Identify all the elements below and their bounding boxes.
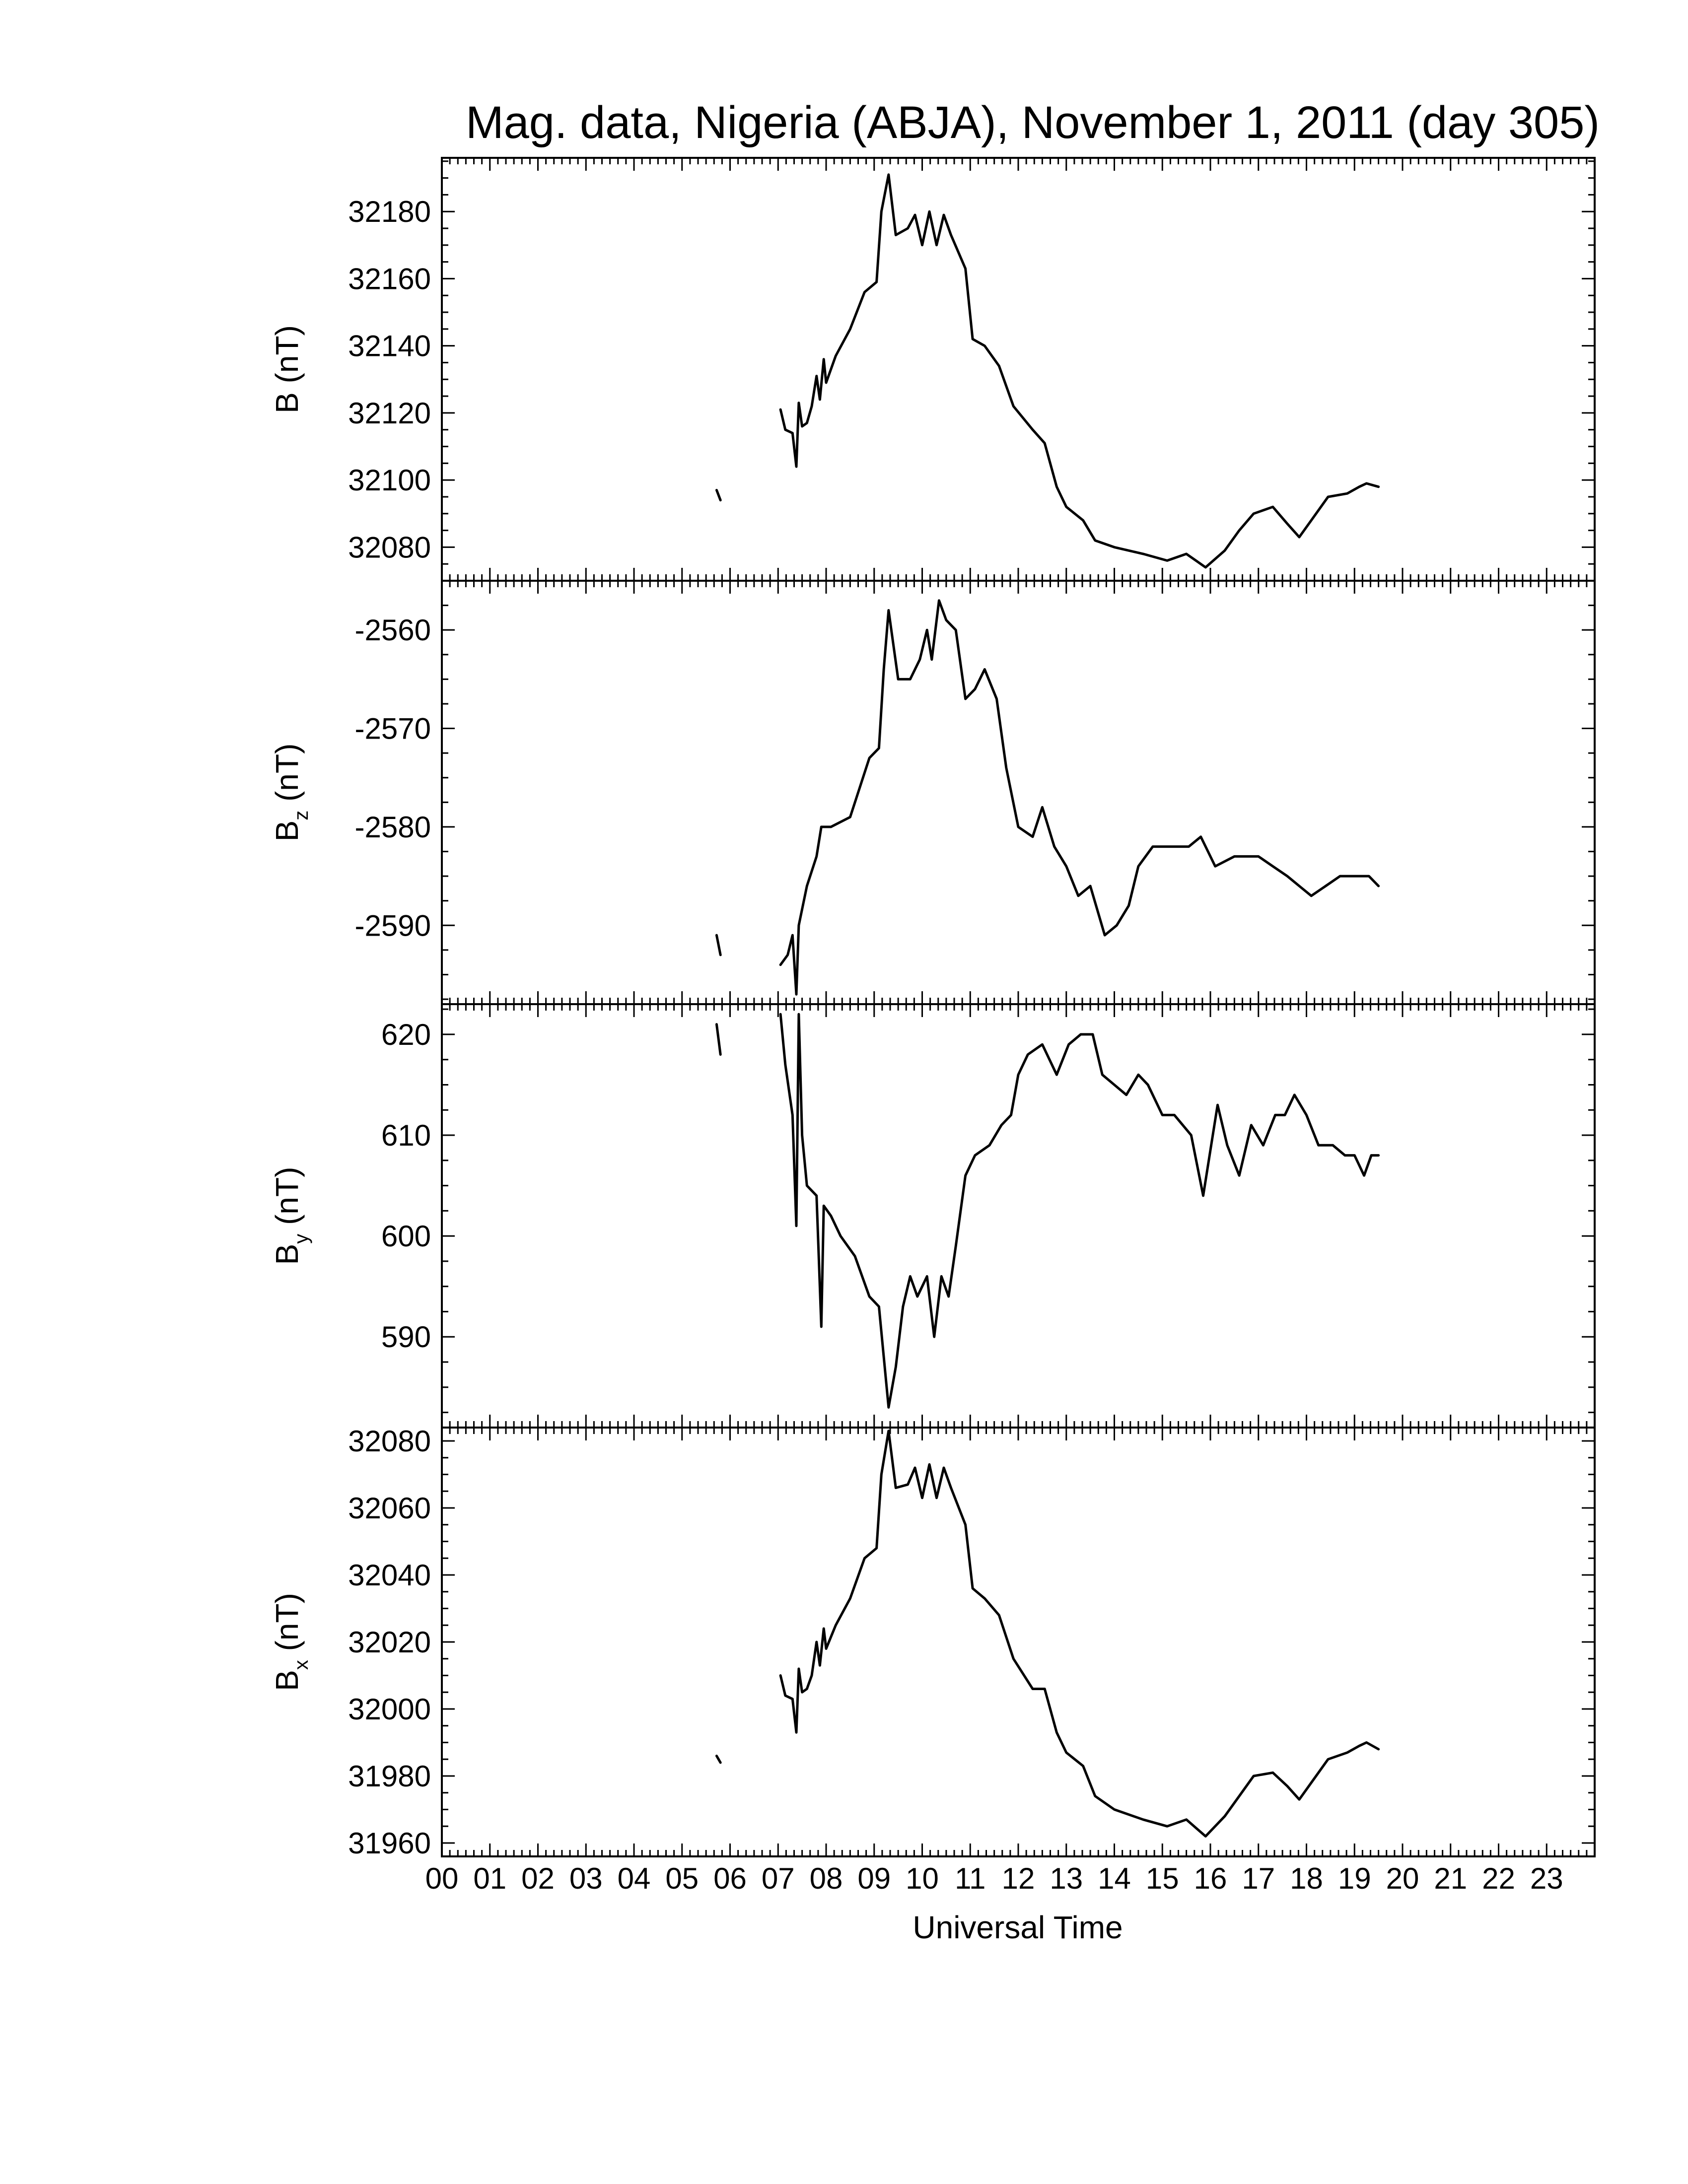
y-tick-label: 32120 <box>348 397 431 430</box>
panel-Bz: -2590 -2580 -2570 -2560 Bz (nT) <box>269 580 1596 1005</box>
x-tick-label: 22 <box>1482 1862 1515 1895</box>
series-line-Bz-segment-0 <box>715 934 722 956</box>
x-tick-label: 15 <box>1146 1862 1179 1895</box>
panels-group: 32080 32100 32120 32140 32160 32180 B (nT) -259… <box>269 157 1596 1860</box>
series-line-B-segment-1 <box>779 173 1380 569</box>
x-tick-label: 06 <box>713 1862 747 1895</box>
panel-frame-Bz <box>441 580 1596 1005</box>
y-axis-label-Bz: Bz (nT) <box>269 744 312 842</box>
x-tick-label: 09 <box>857 1862 891 1895</box>
y-tick-label: 32180 <box>348 195 431 228</box>
y-tick-label: 32060 <box>348 1492 431 1525</box>
y-tick-label: 32080 <box>348 531 431 564</box>
chart-title: Mag. data, Nigeria (ABJA), November 1, 2… <box>466 97 1600 148</box>
x-tick-label: 12 <box>1002 1862 1035 1895</box>
x-axis-label: Universal Time <box>913 1910 1123 1945</box>
x-tick-label: 17 <box>1242 1862 1275 1895</box>
y-tick-label: 32040 <box>348 1559 431 1592</box>
y-tick-label: 590 <box>381 1320 431 1354</box>
panel-By: 590 600 610 620 By (nT) <box>269 1003 1596 1429</box>
series-line-Bx-segment-0 <box>715 1755 722 1764</box>
y-tick-label: 610 <box>381 1119 431 1152</box>
x-tick-label: 03 <box>569 1862 603 1895</box>
series-line-Bz-segment-1 <box>779 599 1380 996</box>
x-tick-label: 19 <box>1338 1862 1371 1895</box>
y-axis-label-Bx: Bx (nT) <box>269 1593 312 1691</box>
x-tick-label: 16 <box>1194 1862 1227 1895</box>
x-tick-label: 01 <box>473 1862 506 1895</box>
y-tick-label: 620 <box>381 1018 431 1051</box>
x-tick-label: 23 <box>1530 1862 1563 1895</box>
x-tick-label: 02 <box>521 1862 555 1895</box>
y-tick-label: 32080 <box>348 1425 431 1458</box>
panel-B: 32080 32100 32120 32140 32160 32180 B (nT) <box>269 157 1596 582</box>
y-tick-label: 32160 <box>348 262 431 295</box>
y-axis-label-By: By (nT) <box>269 1167 312 1265</box>
series-line-B-segment-0 <box>715 488 722 502</box>
y-tick-label: -2570 <box>355 712 431 746</box>
x-tick-label: 00 <box>425 1862 459 1895</box>
y-tick-label: 31960 <box>348 1827 431 1860</box>
y-axis-label-B: B (nT) <box>269 325 305 413</box>
panel-frame-Bx <box>441 1427 1596 1857</box>
y-tick-label: 32000 <box>348 1693 431 1726</box>
x-tick-labels: 00 01 02 03 04 05 06 07 08 09 10 11 12 13 14 15 16 17 18 19… <box>425 1862 1563 1895</box>
y-tick-label: 32140 <box>348 330 431 363</box>
y-tick-label: -2560 <box>355 614 431 647</box>
x-tick-label: 13 <box>1050 1862 1083 1895</box>
y-tick-label: -2590 <box>355 909 431 942</box>
series-line-Bx-segment-1 <box>779 1430 1380 1838</box>
x-tick-label: 11 <box>955 1862 985 1895</box>
y-tick-label: 32020 <box>348 1626 431 1659</box>
x-tick-label: 21 <box>1434 1862 1467 1895</box>
panel-Bx: 31960 31980 32000 32020 32040 32060 32080 Bx (n… <box>269 1425 1596 1860</box>
x-tick-label: 10 <box>906 1862 939 1895</box>
y-tick-label: 32100 <box>348 464 431 497</box>
series-line-By-segment-0 <box>715 1023 722 1056</box>
panel-frame-B <box>441 157 1596 582</box>
y-tick-label: -2580 <box>355 811 431 844</box>
x-tick-label: 18 <box>1290 1862 1323 1895</box>
panel-frame-By <box>441 1003 1596 1429</box>
x-tick-label: 20 <box>1386 1862 1419 1895</box>
series-line-By-segment-1 <box>779 1013 1380 1409</box>
x-tick-label: 07 <box>762 1862 795 1895</box>
x-tick-label: 05 <box>665 1862 699 1895</box>
y-tick-label: 31980 <box>348 1760 431 1793</box>
y-tick-label: 600 <box>381 1220 431 1253</box>
x-tick-label: 04 <box>618 1862 651 1895</box>
x-tick-label: 08 <box>810 1862 843 1895</box>
x-tick-label: 14 <box>1098 1862 1131 1895</box>
